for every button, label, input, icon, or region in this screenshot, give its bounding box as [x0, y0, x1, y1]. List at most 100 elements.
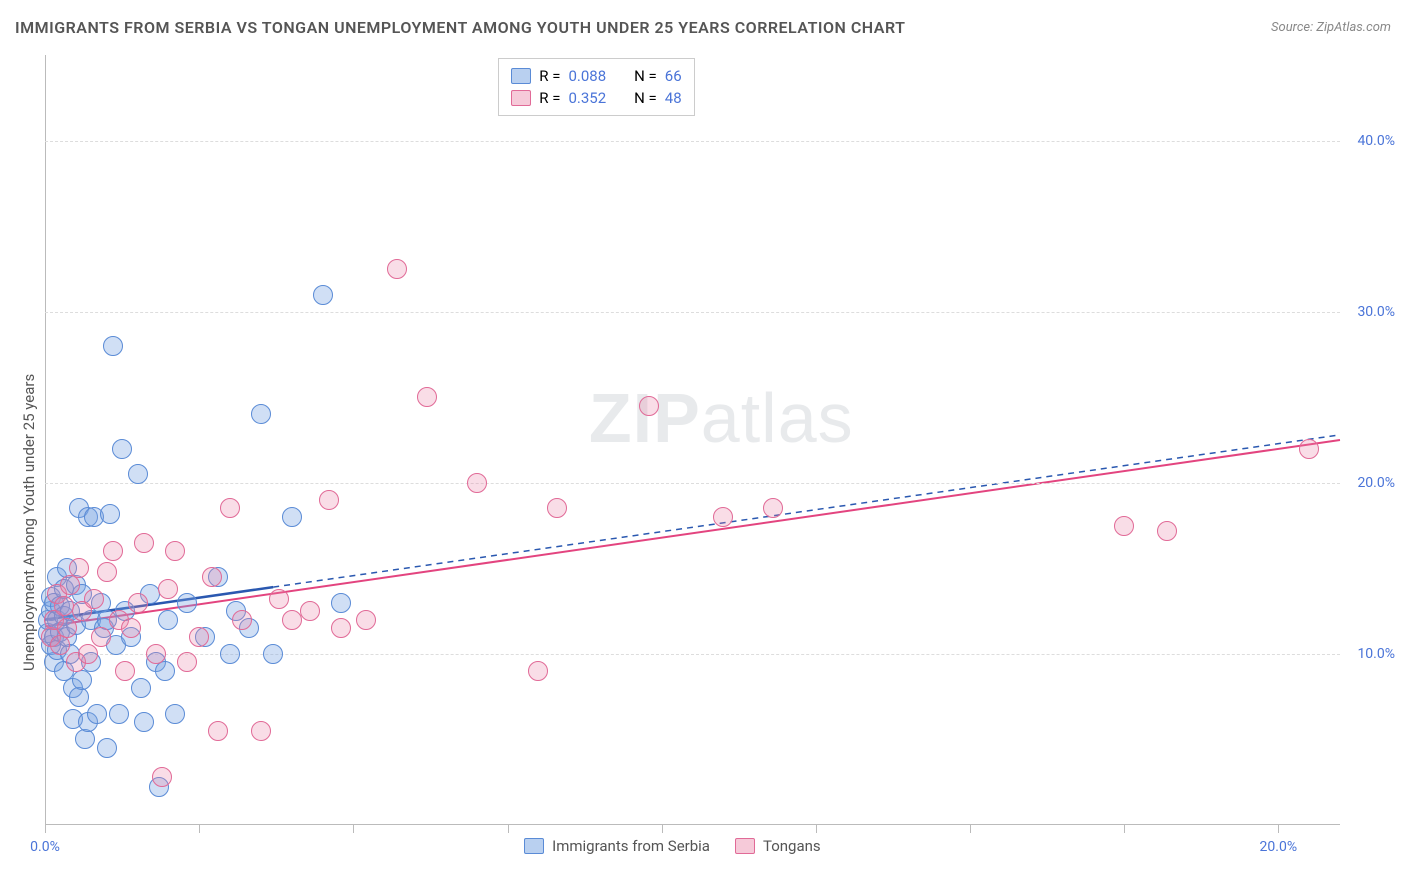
x-tick: [353, 825, 354, 833]
grid-line: [45, 141, 1340, 142]
data-point-tongans: [300, 601, 320, 621]
data-point-tongans: [269, 589, 289, 609]
data-point-tongans: [84, 589, 104, 609]
source-label: Source: ZipAtlas.com: [1271, 20, 1391, 35]
data-point-serbia: [109, 704, 129, 724]
legend-bottom-swatch-serbia: [524, 838, 544, 854]
data-point-tongans: [282, 610, 302, 630]
x-tick: [970, 825, 971, 833]
legend-bottom: Immigrants from Serbia Tongans: [524, 837, 821, 855]
y-axis-line: [45, 55, 46, 825]
data-point-tongans: [60, 575, 80, 595]
legend-correlation-box: R = 0.088 N = 66 R = 0.352 N = 48: [498, 58, 694, 116]
page-title: IMMIGRANTS FROM SERBIA VS TONGAN UNEMPLO…: [15, 18, 905, 37]
data-point-tongans: [356, 610, 376, 630]
data-point-tongans: [387, 259, 407, 279]
data-point-tongans: [152, 767, 172, 787]
legend-row-tongans: R = 0.352 N = 48: [511, 87, 681, 109]
data-point-tongans: [251, 721, 271, 741]
watermark-bold: ZIP: [589, 379, 701, 457]
data-point-tongans: [146, 644, 166, 664]
data-point-tongans: [158, 579, 178, 599]
data-point-tongans: [528, 661, 548, 681]
x-tick: [662, 825, 663, 833]
data-point-serbia: [220, 644, 240, 664]
data-point-tongans: [115, 661, 135, 681]
x-tick: [1124, 825, 1125, 833]
data-point-serbia: [177, 593, 197, 613]
data-point-tongans: [128, 593, 148, 613]
data-point-serbia: [131, 678, 151, 698]
data-point-tongans: [763, 498, 783, 518]
grid-line: [45, 312, 1340, 313]
x-tick: [1278, 825, 1279, 833]
data-point-serbia: [263, 644, 283, 664]
data-point-tongans: [97, 562, 117, 582]
data-point-tongans: [639, 396, 659, 416]
legend-r-label: R =: [539, 89, 560, 107]
legend-r-value: 0.352: [568, 89, 606, 107]
watermark: ZIPatlas: [589, 378, 854, 458]
grid-line: [45, 483, 1340, 484]
legend-n-label: N =: [634, 89, 657, 107]
data-point-tongans: [91, 627, 111, 647]
data-point-tongans: [202, 567, 222, 587]
data-point-serbia: [282, 507, 302, 527]
data-point-serbia: [251, 404, 271, 424]
data-point-serbia: [75, 729, 95, 749]
data-point-tongans: [713, 507, 733, 527]
x-tick: [199, 825, 200, 833]
trend-lines-layer: [45, 55, 1340, 825]
legend-bottom-swatch-tongans: [735, 838, 755, 854]
data-point-tongans: [319, 490, 339, 510]
x-tick-label: 0.0%: [30, 839, 60, 855]
legend-r-value: 0.088: [568, 67, 606, 85]
data-point-tongans: [78, 644, 98, 664]
data-point-tongans: [69, 558, 89, 578]
data-point-serbia: [103, 336, 123, 356]
data-point-tongans: [189, 627, 209, 647]
data-point-tongans: [54, 596, 74, 616]
data-point-serbia: [72, 670, 92, 690]
legend-bottom-label: Tongans: [763, 837, 821, 855]
y-tick-label: 40.0%: [1357, 133, 1395, 149]
legend-n-value: 66: [665, 67, 682, 85]
legend-swatch-serbia: [511, 68, 531, 84]
data-point-serbia: [165, 704, 185, 724]
chart-plot-area: ZIPatlas R =0.088N =66R =0.352N =48 10.0…: [45, 55, 1340, 825]
trend-line-tongans: [45, 440, 1340, 627]
y-tick-label: 30.0%: [1357, 304, 1395, 320]
data-point-serbia: [155, 661, 175, 681]
data-point-tongans: [134, 533, 154, 553]
data-point-tongans: [220, 498, 240, 518]
legend-r-label: R =: [539, 67, 560, 85]
data-point-tongans: [417, 387, 437, 407]
legend-swatch-tongans: [511, 90, 531, 106]
data-point-tongans: [1114, 516, 1134, 536]
data-point-tongans: [165, 541, 185, 561]
data-point-tongans: [1299, 439, 1319, 459]
trend-line-dashed-serbia: [273, 435, 1340, 587]
data-point-serbia: [331, 593, 351, 613]
data-point-tongans: [1157, 521, 1177, 541]
x-tick: [816, 825, 817, 833]
data-point-serbia: [313, 285, 333, 305]
legend-bottom-item-tongans: Tongans: [735, 837, 821, 855]
y-axis-title: Unemployment Among Youth under 25 years: [20, 374, 38, 671]
watermark-rest: atlas: [701, 379, 854, 457]
data-point-tongans: [208, 721, 228, 741]
x-axis-line: [45, 824, 1340, 825]
legend-n-label: N =: [634, 67, 657, 85]
data-point-serbia: [158, 610, 178, 630]
data-point-serbia: [97, 738, 117, 758]
data-point-tongans: [103, 541, 123, 561]
data-point-serbia: [112, 439, 132, 459]
data-point-serbia: [100, 504, 120, 524]
legend-bottom-label: Immigrants from Serbia: [552, 837, 710, 855]
data-point-tongans: [331, 618, 351, 638]
legend-n-value: 48: [665, 89, 682, 107]
data-point-tongans: [547, 498, 567, 518]
data-point-serbia: [128, 464, 148, 484]
x-tick: [45, 825, 46, 833]
data-point-serbia: [69, 687, 89, 707]
